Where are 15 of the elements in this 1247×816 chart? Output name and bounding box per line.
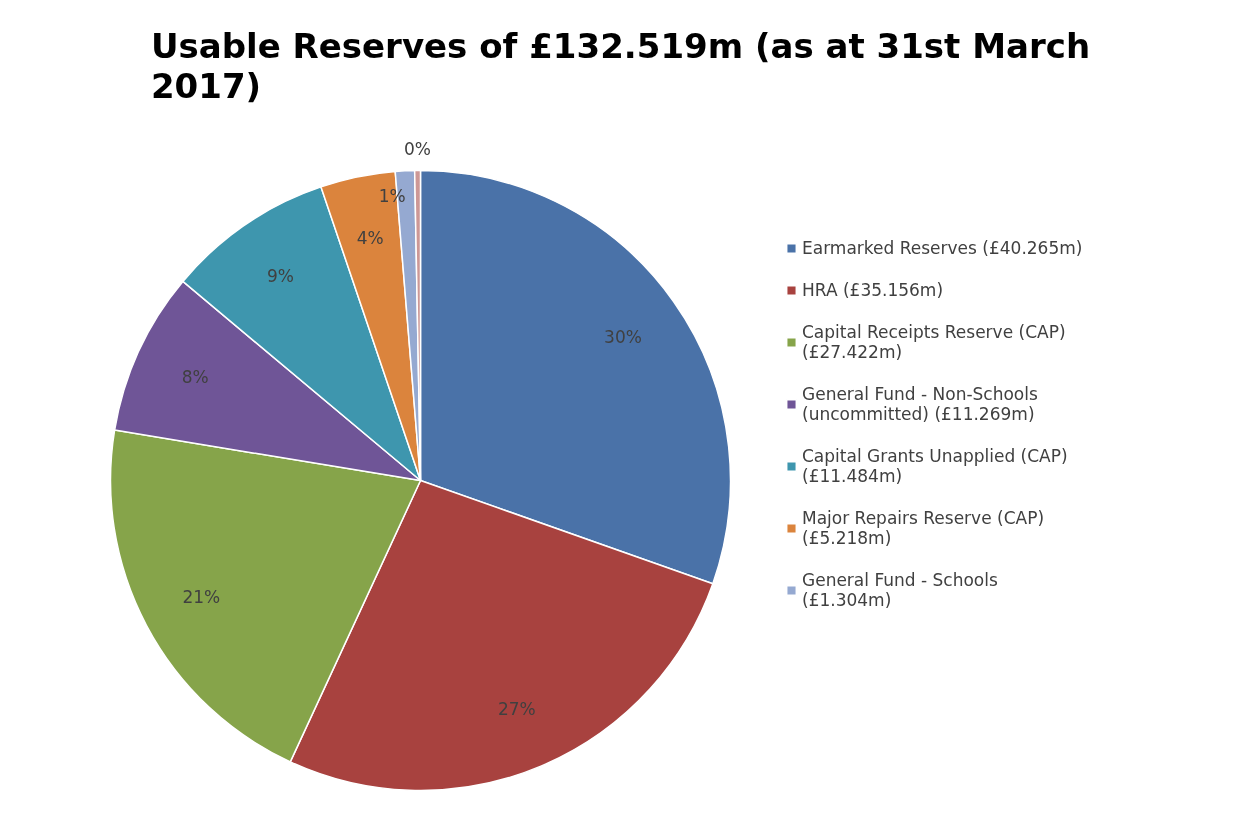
legend-label: General Fund - Schools (£1.304m) [802,570,998,610]
data-label: 21% [182,586,221,607]
data-label: 0% [403,138,431,159]
data-label: 4% [356,227,384,248]
legend-label: HRA (£35.156m) [802,280,944,300]
data-label: 27% [497,699,536,720]
legend-label: Earmarked Reserves (£40.265m) [802,238,1083,258]
data-label: 30% [604,327,642,348]
data-label: 9% [266,265,294,286]
legend-label: General Fund - Non-Schools (uncommitted) (£11.269m) [802,384,1038,424]
legend-label: Capital Receipts Reserve (CAP) (£27.422m) [802,322,1066,362]
data-label: 8% [181,367,209,388]
legend-label: Capital Grants Unapplied (CAP) (£11.484m) [802,446,1068,486]
chart-title: Usable Reserves of £132.519m (as at 31st March 2017) [150,25,1091,106]
legend-label: Major Repairs Reserve (CAP) (£5.218m) [802,508,1045,548]
